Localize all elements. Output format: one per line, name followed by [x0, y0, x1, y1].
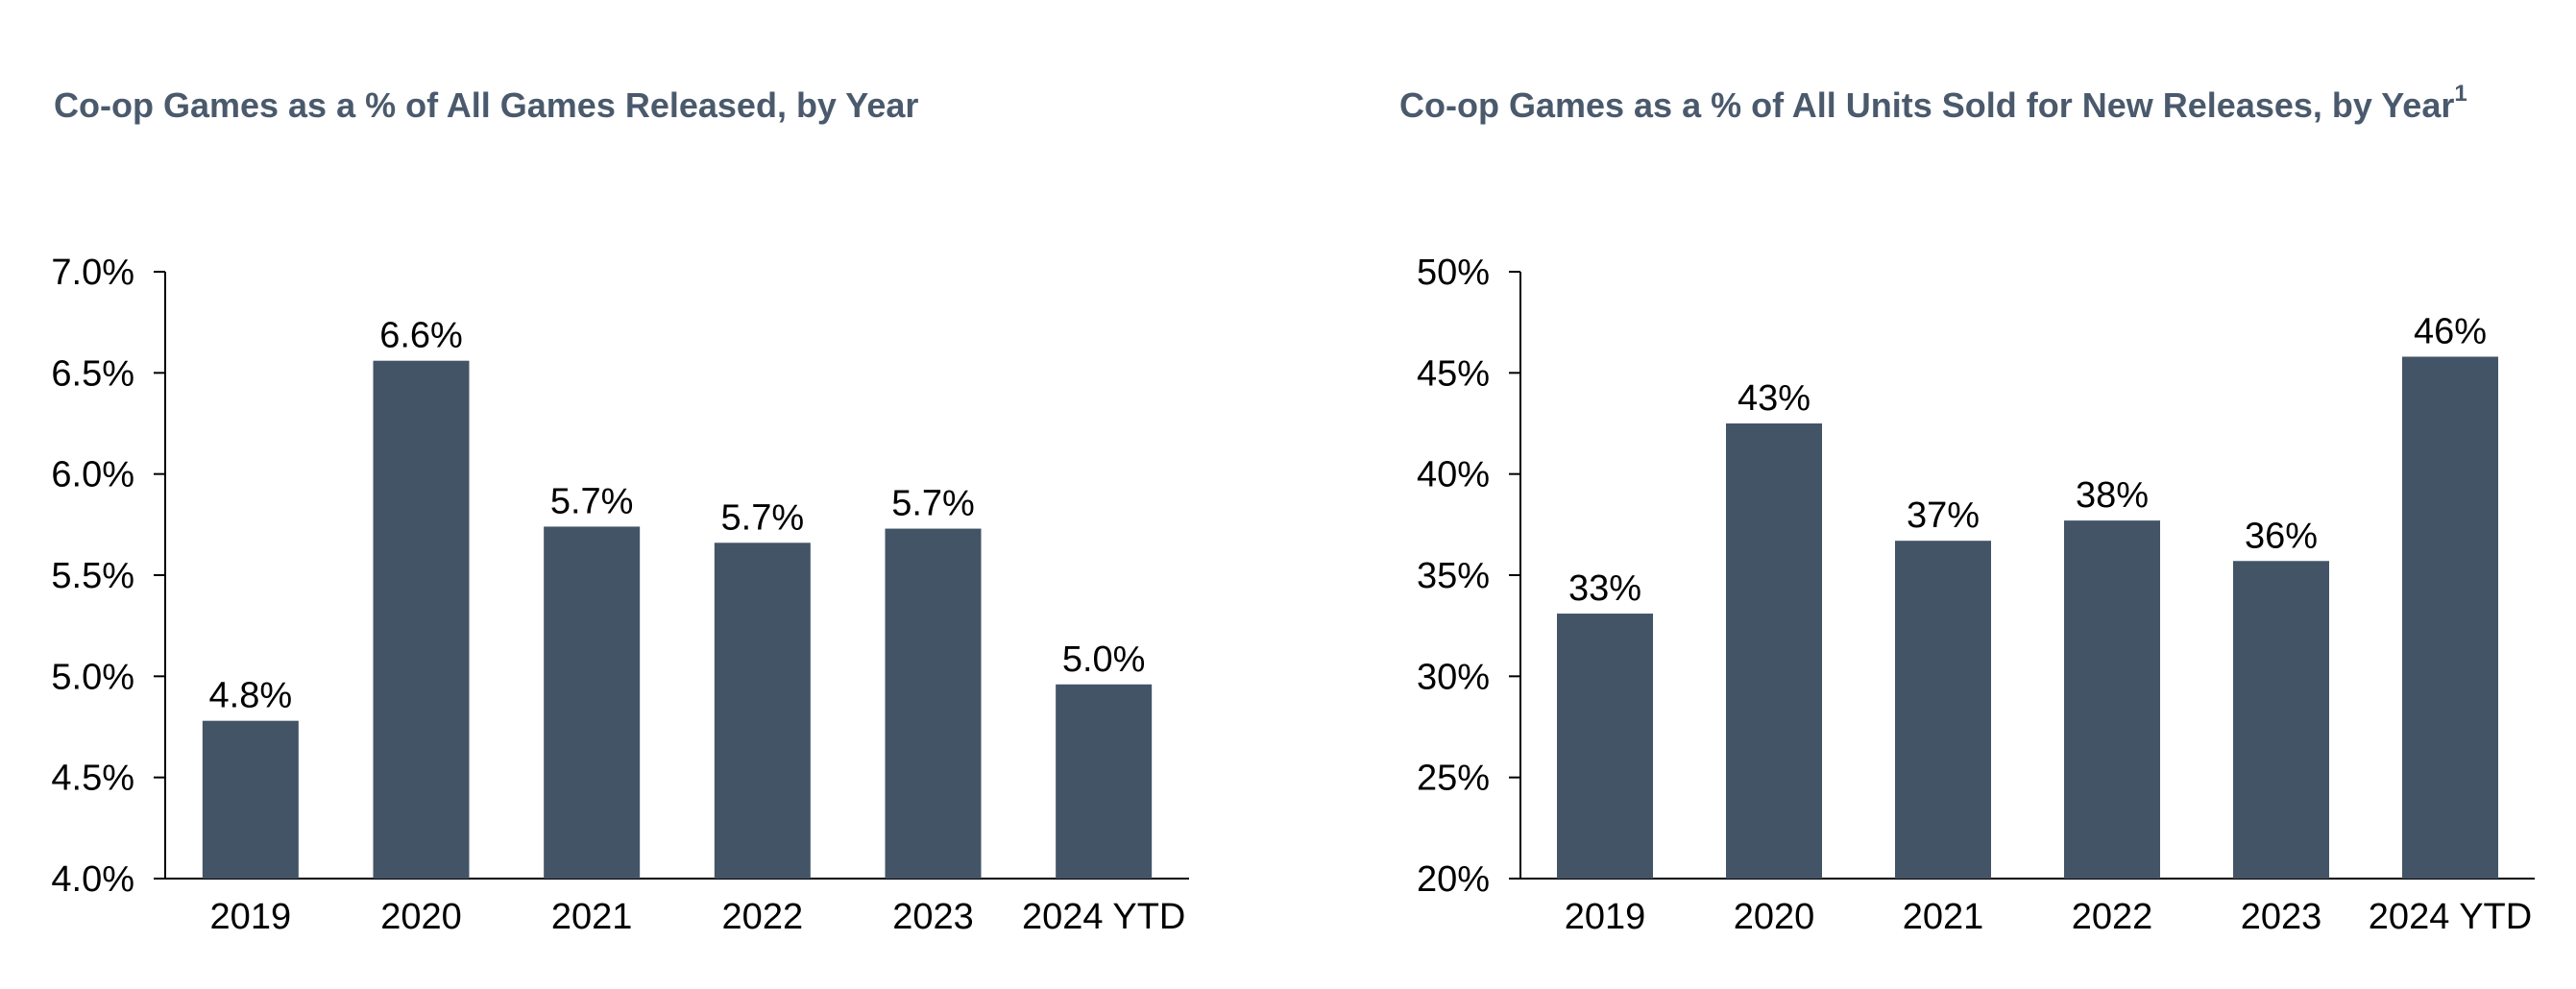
- y-tick-label: 50%: [1417, 253, 1490, 293]
- chart-title-text: Co-op Games as a % of All Games Released…: [54, 85, 919, 125]
- bar: [885, 528, 982, 879]
- chart-title-units-sold: Co-op Games as a % of All Units Sold for…: [1399, 81, 2467, 126]
- y-tick-label: 30%: [1417, 657, 1490, 697]
- bar: [714, 543, 811, 879]
- bar-data-label: 43%: [1738, 378, 1810, 419]
- bar-data-label: 37%: [1907, 495, 1980, 536]
- bar-data-label: 6.6%: [379, 316, 463, 356]
- bar: [2064, 520, 2160, 879]
- y-tick-label: 5.0%: [51, 657, 134, 697]
- bar-data-label: 5.7%: [891, 484, 975, 524]
- y-tick-label: 4.5%: [51, 759, 134, 799]
- x-tick-label: 2022: [2072, 897, 2153, 937]
- x-tick-label: 2022: [722, 897, 804, 937]
- title-footnote: 1: [2454, 81, 2467, 107]
- x-tick-label: 2020: [1734, 897, 1815, 937]
- x-tick-label: 2021: [1903, 897, 1984, 937]
- y-tick-label: 40%: [1417, 455, 1490, 495]
- bar-chart-games-released: 4.0% 4.5% 5.0% 5.5% 6.0% 6.5% 7.0% 4.8% 2019 6.6%…: [51, 253, 1189, 937]
- bar: [1895, 541, 1991, 879]
- x-tick-label: 2024 YTD: [1022, 897, 1185, 937]
- y-tick-label: 6.5%: [51, 353, 134, 394]
- y-tick-label: 25%: [1417, 759, 1490, 799]
- y-tick-label: 5.5%: [51, 556, 134, 596]
- bar-data-label: 36%: [2245, 516, 2318, 556]
- y-tick-label: 45%: [1417, 353, 1490, 394]
- y-tick-label: 4.0%: [51, 859, 134, 900]
- x-tick-label: 2021: [551, 897, 633, 937]
- x-tick-label: 2024 YTD: [2369, 897, 2532, 937]
- bar-data-label: 4.8%: [209, 676, 293, 716]
- bar-data-label: 5.7%: [721, 497, 805, 538]
- bar-data-label: 33%: [1568, 568, 1641, 609]
- bar-data-label: 5.0%: [1062, 639, 1146, 680]
- x-tick-label: 2023: [2241, 897, 2322, 937]
- bar: [544, 526, 641, 879]
- bar: [2233, 561, 2329, 879]
- y-tick-label: 6.0%: [51, 455, 134, 495]
- x-tick-label: 2023: [892, 897, 974, 937]
- bar-data-label: 38%: [2076, 475, 2149, 516]
- bar: [202, 720, 299, 879]
- y-tick-label: 35%: [1417, 556, 1490, 596]
- bar: [1726, 423, 1822, 879]
- x-tick-label: 2019: [1565, 897, 1646, 937]
- chart-title-games-released: Co-op Games as a % of All Games Released…: [54, 84, 918, 126]
- x-tick-label: 2020: [380, 897, 462, 937]
- x-tick-label: 2019: [210, 897, 292, 937]
- bar: [2402, 356, 2498, 880]
- bar: [1056, 684, 1153, 879]
- chart-title-text: Co-op Games as a % of All Units Sold for…: [1399, 85, 2455, 125]
- bar: [1557, 614, 1653, 879]
- bar-chart-units-sold: 20% 25% 30% 35% 40% 45% 50% 33% 2019 43% 2020 37% 20…: [1417, 253, 2535, 937]
- y-tick-label: 7.0%: [51, 253, 134, 293]
- y-tick-label: 20%: [1417, 859, 1490, 900]
- bar-data-label: 5.7%: [550, 481, 634, 521]
- bar-data-label: 46%: [2414, 311, 2487, 351]
- bar: [373, 360, 470, 879]
